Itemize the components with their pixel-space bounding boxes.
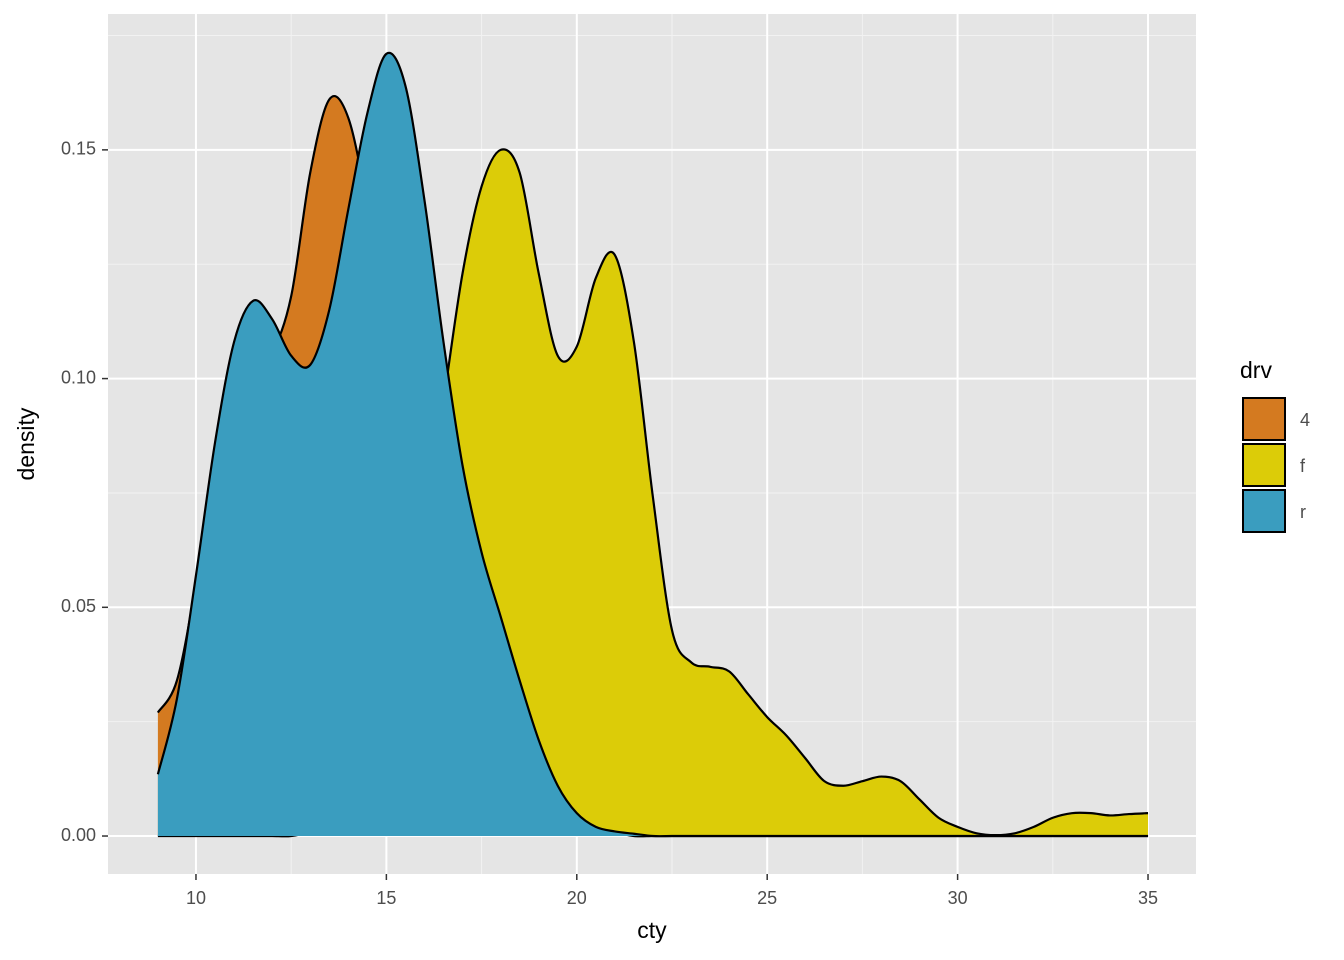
legend-label: f [1300,456,1306,476]
x-axis-title: cty [637,917,667,943]
density-area [157,52,1149,837]
y-tick-label: 0.00 [61,825,96,845]
legend-label: r [1300,502,1306,522]
y-tick-label: 0.15 [61,139,96,159]
legend-key [1242,489,1286,533]
y-tick-label: 0.10 [61,367,96,387]
legend-label: 4 [1300,410,1310,430]
x-tick-label: 35 [1138,888,1158,908]
x-tick-label: 25 [757,888,777,908]
x-tick-label: 30 [948,888,968,908]
x-tick-label: 20 [567,888,587,908]
x-tick-label: 15 [376,888,396,908]
y-axis-title: density [13,407,39,480]
legend-key [1242,443,1286,487]
legend-key [1242,397,1286,441]
y-tick-label: 0.05 [61,596,96,616]
density-line [156,51,1149,838]
legend-title: drv [1240,357,1272,383]
x-tick-label: 10 [186,888,206,908]
